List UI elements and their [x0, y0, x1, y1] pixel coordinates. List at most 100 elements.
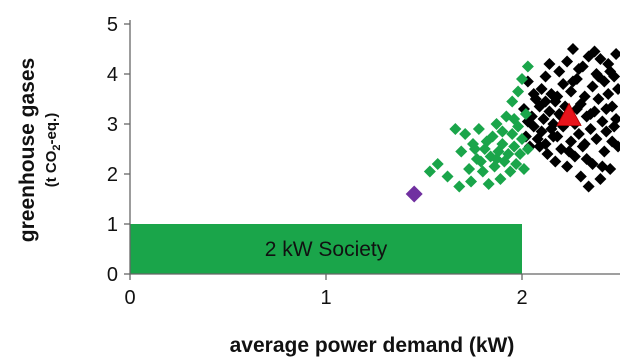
y-tick-label: 0 [107, 264, 118, 286]
data-point [405, 185, 423, 203]
data-point [547, 118, 560, 130]
y-axis-unit-label: (t CO2-eq.) [43, 113, 63, 187]
data-point [506, 95, 519, 108]
data-point [561, 55, 574, 68]
data-point [572, 63, 585, 75]
data-point [474, 155, 487, 168]
x-tick-label: 0 [124, 287, 135, 309]
y-tick-label: 1 [107, 214, 118, 236]
data-point [561, 160, 574, 173]
data-point [514, 148, 527, 160]
data-point [612, 83, 620, 95]
data-point [527, 88, 540, 100]
data-point [506, 128, 519, 140]
data-point [610, 113, 620, 125]
data-point [608, 120, 620, 133]
data-point [588, 45, 601, 58]
data-point [547, 130, 560, 143]
data-point [580, 153, 593, 165]
data-point [441, 170, 454, 183]
data-point [535, 83, 548, 95]
data-point [519, 108, 532, 120]
data-point [539, 70, 552, 83]
data-point [576, 140, 589, 153]
data-point [512, 85, 525, 98]
data-point [423, 165, 436, 178]
data-point-triangle [556, 102, 582, 126]
data-point [502, 148, 515, 160]
data-point [563, 145, 576, 158]
data-point [516, 73, 528, 85]
data-point [612, 140, 620, 153]
data-point [590, 133, 603, 145]
data-point [541, 148, 554, 160]
data-point [584, 108, 597, 120]
data-point [476, 165, 489, 178]
data-point [566, 43, 579, 55]
y-tick-label: 4 [107, 64, 118, 86]
data-point [604, 65, 617, 78]
data-point [594, 53, 607, 65]
data-point [521, 60, 534, 73]
data-point [592, 70, 605, 83]
data-point [608, 70, 620, 83]
data-point [465, 175, 478, 188]
data-point [533, 140, 546, 153]
data-point [480, 135, 493, 148]
y-tick-label: 5 [107, 14, 118, 36]
data-point [521, 143, 534, 155]
data-point [504, 165, 517, 178]
data-point [572, 128, 585, 140]
annotation-label: 2 kW Society [265, 238, 388, 261]
x-axis-label: average power demand (kW) [230, 334, 515, 357]
data-point [596, 160, 609, 173]
data-point [539, 95, 552, 108]
data-point [602, 88, 615, 100]
data-point [455, 145, 468, 158]
data-point [508, 113, 521, 125]
y-unit-prefix: (t CO [43, 150, 60, 187]
data-point [565, 135, 577, 148]
y-unit-subscript: 2 [51, 144, 63, 150]
data-point [565, 85, 577, 98]
data-point [551, 90, 564, 103]
y-tick-label: 3 [107, 114, 118, 136]
data-point [549, 155, 562, 168]
data-point [490, 118, 503, 130]
data-point [600, 125, 613, 138]
data-point [598, 145, 611, 158]
data-point [566, 75, 579, 88]
data-point [527, 120, 540, 133]
data-point [592, 93, 605, 105]
annotation-band [130, 224, 522, 274]
y-unit-suffix: -eq.) [43, 113, 60, 145]
data-point [449, 123, 462, 135]
data-point [584, 123, 597, 135]
data-point [600, 103, 613, 115]
data-point [516, 133, 528, 145]
data-point [537, 113, 550, 125]
data-point [496, 125, 509, 138]
data-point [553, 65, 566, 78]
data-point [596, 115, 609, 128]
band-layer: 2 kW Society [130, 224, 522, 274]
data-point [582, 180, 595, 193]
y-tick-label: 2 [107, 164, 118, 186]
data-point [468, 143, 481, 155]
y-axis-label: greenhouse gases [16, 58, 39, 242]
x-tick-label: 2 [516, 287, 527, 309]
data-point [586, 80, 599, 93]
axes-layer: 0 1 2 3 4 5 0 1 2 [107, 14, 620, 309]
data-point [543, 58, 556, 70]
data-point [517, 163, 530, 175]
data-point [543, 105, 556, 118]
data-point [610, 48, 620, 60]
data-point [594, 173, 607, 185]
data-point [463, 163, 476, 175]
data-point [453, 180, 466, 193]
data-point [510, 158, 523, 170]
data-point [496, 138, 509, 150]
data-point [494, 173, 507, 185]
data-point [574, 170, 587, 183]
